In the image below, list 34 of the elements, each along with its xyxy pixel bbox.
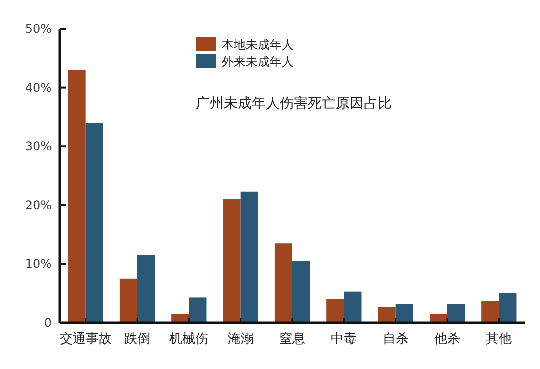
bar: [274, 244, 292, 323]
x-tick-label: 机械伤: [170, 332, 209, 347]
bar: [292, 261, 310, 323]
bar: [68, 70, 86, 323]
bar: [378, 307, 396, 323]
x-tick-label: 交通事故: [60, 331, 112, 347]
x-tick-label: 跌倒: [124, 332, 150, 347]
y-tick-label: 40%: [25, 80, 52, 95]
bar: [482, 301, 500, 323]
bar: [344, 292, 362, 323]
y-tick-label: 10%: [25, 257, 52, 272]
y-tick-label: 50%: [25, 22, 52, 36]
bar: [240, 192, 258, 323]
x-tick-label: 自杀: [382, 332, 409, 347]
legend-label: 外来未成年人: [222, 55, 294, 69]
legend-label: 本地未成年人: [222, 38, 294, 52]
x-tick-label: 他杀: [434, 332, 460, 347]
bar: [326, 299, 344, 323]
bar: [86, 123, 104, 323]
bar: [120, 278, 138, 323]
x-tick-label: 中毒: [331, 332, 358, 347]
y-tick-label: 20%: [25, 198, 52, 212]
y-tick-label: 0: [44, 316, 52, 330]
text: 广州未成年人伤害死亡原因占比: [196, 96, 392, 112]
bar: [138, 255, 156, 323]
bar: [499, 293, 517, 323]
y-tick-label: 30%: [25, 140, 52, 154]
bar: [223, 200, 241, 323]
bar: [189, 298, 207, 323]
x-tick-label: 其他: [486, 332, 512, 347]
x-tick-label: 淹溺: [228, 332, 254, 347]
bar: [396, 304, 414, 323]
bar: [448, 304, 466, 323]
x-tick-label: 窒息: [280, 331, 306, 347]
